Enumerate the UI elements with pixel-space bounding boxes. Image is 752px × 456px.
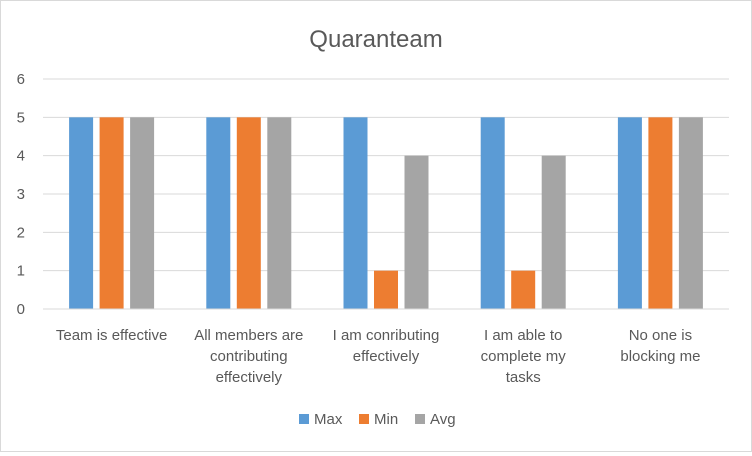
y-tick-label: 1: [17, 263, 25, 280]
legend-label-max: Max: [314, 411, 343, 428]
y-tick-label: 0: [17, 301, 25, 318]
category-label-line: All members are: [194, 327, 303, 344]
category-labels: Team is effective All members are contribu…: [56, 327, 701, 386]
bar-avg: [678, 117, 703, 309]
category-label: I am conributing effectively: [333, 327, 440, 365]
category-label-line: Team is effective: [56, 327, 167, 344]
category-label-line: No one is: [629, 327, 692, 344]
y-tick-label: 5: [17, 109, 25, 126]
category-label-line: effectively: [353, 348, 420, 365]
legend-swatch-min: [359, 414, 369, 424]
bar-min: [99, 117, 124, 309]
category-label-line: effectively: [216, 369, 283, 386]
y-tick-label: 3: [17, 186, 25, 203]
y-tick-label: 4: [17, 148, 25, 165]
bar-avg: [130, 117, 155, 309]
bar-min: [511, 270, 536, 309]
y-tick-label: 6: [17, 71, 25, 88]
legend: Max Min Avg: [299, 411, 456, 428]
category-label-line: blocking me: [620, 348, 700, 365]
legend-swatch-avg: [415, 414, 425, 424]
category-label-line: contributing: [210, 348, 288, 365]
category-label-line: I am able to: [484, 327, 562, 344]
bar-max: [343, 117, 368, 309]
category-label: Team is effective: [56, 327, 167, 344]
bar-max: [69, 117, 94, 309]
legend-label-avg: Avg: [430, 411, 456, 428]
bars: [69, 117, 703, 309]
y-tick-label: 2: [17, 224, 25, 241]
category-label-line: tasks: [506, 369, 541, 386]
category-label: All members are contributing effectively: [194, 327, 303, 386]
bar-avg: [404, 155, 429, 309]
bar-max: [480, 117, 505, 309]
bar-min: [648, 117, 673, 309]
bar-avg: [267, 117, 292, 309]
category-label-line: I am conributing: [333, 327, 440, 344]
chart-title: Quaranteam: [309, 26, 442, 53]
bar-min: [236, 117, 261, 309]
category-label: I am able to complete my tasks: [481, 327, 567, 386]
bar-min: [374, 270, 398, 309]
bar-avg: [541, 155, 566, 309]
y-axis-tick-labels: 0 1 2 3 4 5 6: [17, 71, 25, 318]
category-label: No one is blocking me: [620, 327, 700, 365]
legend-swatch-max: [299, 414, 309, 424]
bar-max: [617, 117, 642, 309]
category-label-line: complete my: [481, 348, 567, 365]
legend-label-min: Min: [374, 411, 398, 428]
gridlines: [43, 78, 729, 272]
bar-max: [206, 117, 231, 309]
